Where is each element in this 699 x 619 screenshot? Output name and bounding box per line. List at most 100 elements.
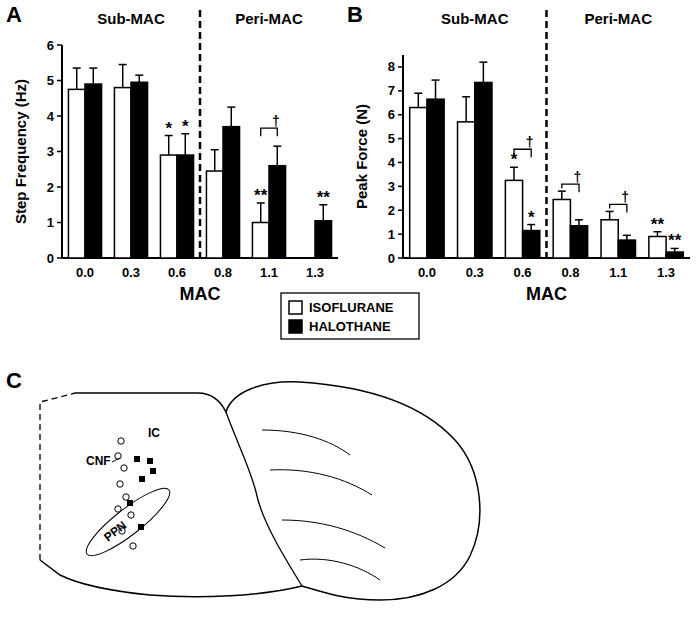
- y-tick-label: 0: [47, 251, 54, 266]
- bar: [553, 199, 570, 258]
- label-pointer: [112, 458, 120, 462]
- error-bar: [558, 191, 566, 199]
- significance-mark: †: [621, 189, 629, 205]
- error-cap: [119, 64, 127, 66]
- y-tick: [57, 151, 62, 153]
- error-line: [609, 211, 611, 219]
- error-cap: [462, 96, 470, 98]
- x-tick-label: 1.3: [306, 265, 324, 280]
- brain-outline: [40, 382, 480, 600]
- x-tick-label: 0.0: [418, 265, 436, 280]
- error-line: [93, 68, 95, 84]
- significance-mark: *: [182, 117, 189, 136]
- panel-label: B: [347, 2, 363, 27]
- legend: ISOFLURANEHALOTHANE: [281, 293, 419, 339]
- legend-label: HALOTHANE: [309, 319, 391, 334]
- error-line: [122, 65, 124, 88]
- error-line: [418, 93, 420, 107]
- error-line: [231, 107, 233, 127]
- section-label: Sub-MAC: [97, 10, 165, 27]
- bar: [427, 99, 444, 258]
- y-tick: [398, 233, 403, 235]
- bar: [85, 84, 102, 258]
- significance-mark: *: [165, 119, 172, 138]
- error-line: [185, 134, 187, 155]
- cut-edge: [40, 393, 75, 560]
- significance-mark: **: [668, 231, 682, 250]
- bar: [618, 240, 635, 258]
- figure: A01234560.00.30.60.81.11.3MACStep Freque…: [0, 0, 699, 619]
- bar: [601, 220, 618, 258]
- x-tick-label: 0.3: [122, 265, 140, 280]
- y-tick: [398, 138, 403, 140]
- site-isoflurane: [118, 438, 124, 444]
- y-tick: [57, 257, 62, 259]
- bar: [505, 180, 522, 258]
- y-tick: [398, 162, 403, 164]
- y-tick-label: 8: [388, 59, 395, 74]
- x-axis-label: MAC: [180, 284, 221, 304]
- y-tick-label: 5: [388, 131, 395, 146]
- site-halothane: [138, 524, 144, 530]
- bar: [252, 223, 269, 259]
- site-isoflurane: [115, 506, 121, 512]
- site-isoflurane: [128, 512, 134, 518]
- legend-frame: [281, 293, 419, 339]
- bar: [458, 122, 475, 258]
- comparison-bracket: [261, 128, 278, 136]
- error-cap: [273, 145, 281, 147]
- error-bar: [89, 68, 97, 84]
- error-bar: [257, 203, 265, 223]
- error-cap: [227, 106, 235, 108]
- cerebellum-border: [226, 412, 302, 586]
- x-axis-label: MAC: [526, 284, 567, 304]
- y-axis-label: Step Frequency (Hz): [12, 79, 29, 224]
- y-tick: [398, 186, 403, 188]
- ppn-outline: [79, 480, 177, 565]
- y-tick: [57, 186, 62, 188]
- error-cap: [606, 211, 614, 213]
- cerebellar-folia: [262, 430, 385, 580]
- bar: [666, 252, 683, 258]
- x-tick-label: 1.1: [260, 265, 278, 280]
- comparison-bracket: [514, 149, 531, 157]
- x-tick-label: 1.3: [657, 265, 675, 280]
- site-isoflurane: [115, 453, 121, 459]
- y-tick-label: 2: [47, 180, 54, 195]
- bar: [114, 88, 131, 258]
- error-line: [561, 191, 563, 199]
- y-tick-label: 1: [388, 227, 395, 242]
- error-bar: [606, 211, 614, 219]
- bars: [73, 65, 328, 223]
- structure-label: CNF: [86, 454, 111, 468]
- error-bar: [575, 220, 583, 226]
- bar: [315, 221, 332, 258]
- error-cap: [211, 149, 219, 151]
- bars: [414, 62, 678, 252]
- section-label: Peri-MAC: [584, 10, 652, 27]
- error-bar: [73, 68, 81, 89]
- error-line: [323, 205, 325, 221]
- y-tick: [398, 209, 403, 211]
- bar: [523, 231, 540, 258]
- significance-mark: **: [317, 188, 331, 207]
- panel-label: A: [6, 2, 22, 27]
- error-line: [168, 136, 170, 156]
- error-cap: [135, 74, 143, 76]
- legend-swatch: [289, 301, 302, 314]
- x-tick-label: 0.8: [214, 265, 232, 280]
- y-tick-label: 5: [47, 73, 54, 88]
- site-isoflurane: [117, 481, 123, 487]
- error-line: [76, 68, 78, 89]
- bar: [160, 155, 177, 258]
- error-cap: [479, 61, 487, 63]
- bar: [475, 82, 492, 258]
- error-cap: [89, 67, 97, 69]
- comparison-bracket: [562, 184, 579, 192]
- y-tick: [57, 115, 62, 117]
- section-divider: [199, 10, 202, 258]
- comparison-bracket: [610, 204, 627, 212]
- site-halothane: [139, 476, 145, 482]
- y-tick: [57, 80, 62, 82]
- error-bar: [181, 134, 189, 155]
